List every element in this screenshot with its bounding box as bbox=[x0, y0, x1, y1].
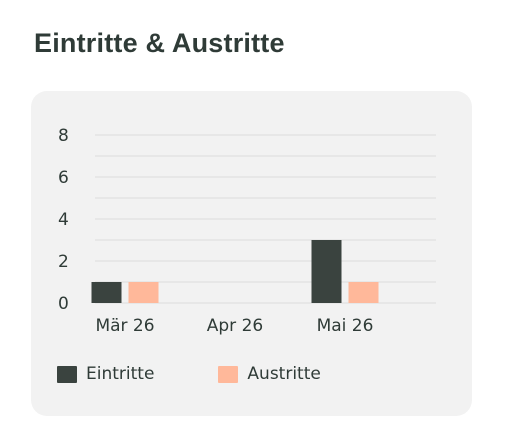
bar-eintritte-0[interactable] bbox=[91, 282, 122, 303]
legend-item-eintritte[interactable]: Eintritte bbox=[57, 364, 154, 384]
x-tick-label: Mär 26 bbox=[95, 316, 154, 336]
bar-austritte-2[interactable] bbox=[348, 282, 379, 303]
bar-chart: 0 2 4 6 8 Mär 26 Apr 26 Mai 26 bbox=[58, 126, 436, 336]
y-tick-label: 0 bbox=[58, 294, 69, 314]
x-axis-ticks: Mär 26 Apr 26 Mai 26 bbox=[95, 316, 373, 336]
x-tick-label: Mai 26 bbox=[317, 316, 374, 336]
x-tick-label: Apr 26 bbox=[207, 316, 263, 336]
chart-card: 0 2 4 6 8 Mär 26 Apr 26 Mai 26 Eintritte Austr… bbox=[31, 91, 472, 416]
legend-label-austritte: Austritte bbox=[247, 364, 321, 384]
grid-lines bbox=[95, 134, 436, 304]
legend: Eintritte Austritte bbox=[57, 364, 385, 384]
legend-label-eintritte: Eintritte bbox=[86, 364, 155, 384]
y-axis-ticks: 0 2 4 6 8 bbox=[58, 126, 69, 314]
legend-swatch-austritte bbox=[218, 365, 239, 383]
y-tick-label: 6 bbox=[58, 168, 69, 188]
y-tick-label: 2 bbox=[58, 252, 69, 272]
page-title: Eintritte & Austritte bbox=[34, 28, 285, 58]
legend-item-austritte[interactable]: Austritte bbox=[218, 364, 321, 384]
y-tick-label: 4 bbox=[58, 210, 69, 230]
bars bbox=[91, 240, 379, 303]
bar-austritte-0[interactable] bbox=[128, 282, 159, 303]
bar-eintritte-2[interactable] bbox=[311, 240, 342, 303]
y-tick-label: 8 bbox=[58, 126, 69, 146]
legend-swatch-eintritte bbox=[57, 365, 77, 383]
